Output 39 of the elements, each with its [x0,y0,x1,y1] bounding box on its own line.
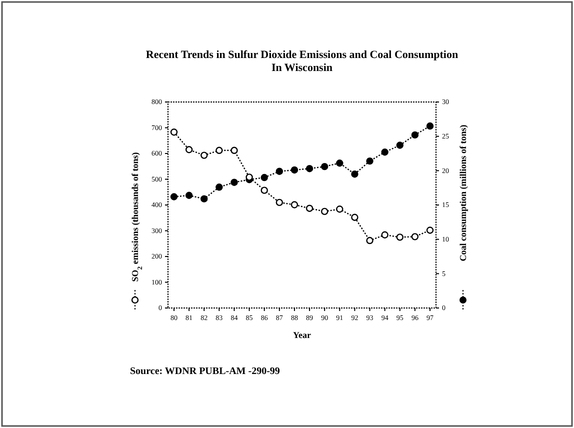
point [260,186,268,194]
point [336,206,344,213]
point [276,198,284,206]
point [290,166,298,174]
point [276,168,284,175]
point [351,170,358,178]
point [396,142,404,149]
point [426,226,434,234]
x-axis-title: Year [293,330,311,340]
point [426,122,434,130]
y2-axis-title: Coal consumption (millions of tons) [458,124,468,262]
point [185,192,193,199]
point [411,131,419,139]
point [306,165,314,172]
point [216,146,223,154]
point [381,231,388,238]
point [230,146,238,154]
point [185,146,193,154]
point [170,128,178,136]
point [320,162,328,170]
point [216,184,223,191]
point [290,201,298,208]
point [306,204,314,212]
point [260,174,268,182]
point [336,160,344,167]
point [170,193,178,200]
point [396,234,404,241]
point [366,157,374,165]
point [230,178,238,186]
point [411,233,419,240]
point [246,174,253,181]
point [381,148,388,156]
point [200,195,208,202]
point [351,214,358,221]
point [200,152,208,159]
point [320,208,328,216]
point [366,236,374,244]
source-note: Source: WDNR PUBL-AM -290-99 [130,366,280,377]
chart-title: Recent Trends in Sulfur Dioxide Emissions and Coal Consumption In Wisconsin [146,49,458,74]
